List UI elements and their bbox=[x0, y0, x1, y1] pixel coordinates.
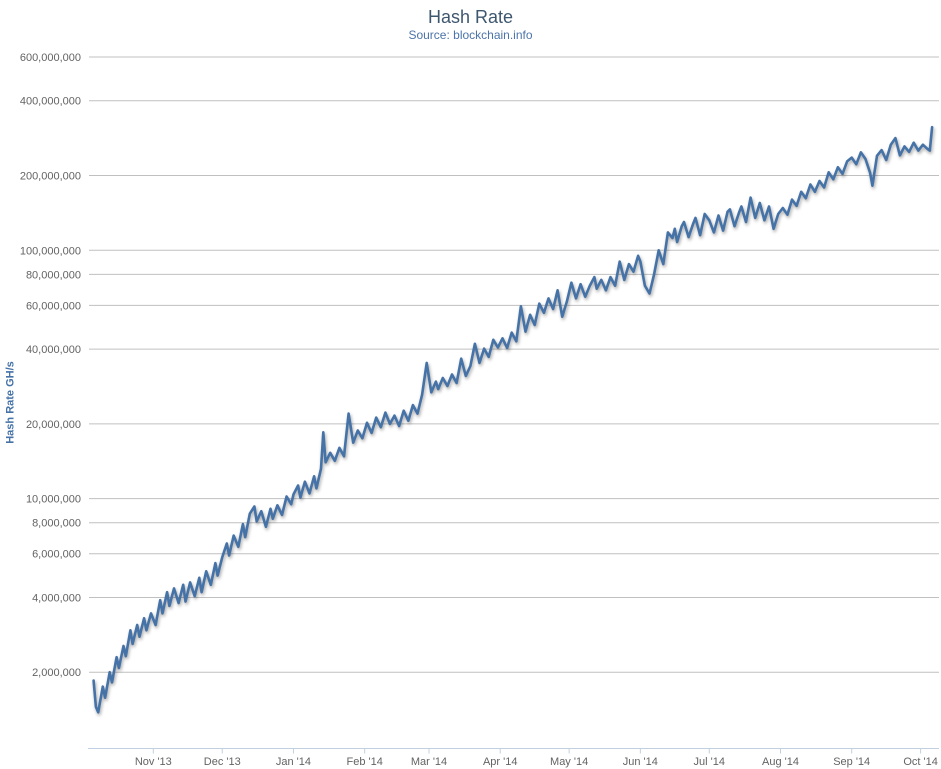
y-axis-tick-label: 200,000,000 bbox=[20, 171, 81, 183]
y-axis-tick-label: 4,000,000 bbox=[32, 592, 81, 604]
hash-rate-series-line[interactable] bbox=[92, 125, 934, 714]
y-axis-tick-label: 400,000,000 bbox=[20, 96, 81, 108]
y-axis-tick-label: 10,000,000 bbox=[26, 494, 81, 506]
x-axis-tick-label: Dec '13 bbox=[204, 756, 241, 768]
y-axis-tick-label: 20,000,000 bbox=[26, 419, 81, 431]
x-axis-tick-label: Sep '14 bbox=[833, 756, 870, 768]
y-axis-tick-label: 8,000,000 bbox=[32, 518, 81, 530]
x-axis-tick-label: Mar '14 bbox=[411, 756, 447, 768]
x-axis-tick-label: May '14 bbox=[550, 756, 588, 768]
chart-subtitle-source-link[interactable]: Source: blockchain.info bbox=[408, 28, 533, 42]
y-axis-tick-label: 80,000,000 bbox=[26, 269, 81, 281]
y-axis-tick-label: 2,000,000 bbox=[32, 667, 81, 679]
x-axis-tick-label: Feb '14 bbox=[346, 756, 382, 768]
x-axis-tick-label: Jun '14 bbox=[623, 756, 658, 768]
y-axis-title: Hash Rate GH/s bbox=[4, 361, 17, 444]
x-axis-tick-label: Oct '14 bbox=[903, 756, 938, 768]
y-axis-tick-label: 40,000,000 bbox=[26, 344, 81, 356]
y-axis-tick-label: 6,000,000 bbox=[32, 549, 81, 561]
y-axis-tick-label: 600,000,000 bbox=[20, 52, 81, 64]
x-axis-tick-label: Jul '14 bbox=[694, 756, 725, 768]
chart-title: Hash Rate bbox=[427, 7, 514, 27]
x-axis-tick-label: Aug '14 bbox=[762, 756, 799, 768]
x-axis-tick-label: Jan '14 bbox=[276, 756, 311, 768]
x-axis-tick-label: Apr '14 bbox=[483, 756, 518, 768]
y-axis-tick-label: 60,000,000 bbox=[26, 300, 81, 312]
x-axis-tick-label: Nov '13 bbox=[135, 756, 172, 768]
y-axis-tick-label: 100,000,000 bbox=[20, 245, 81, 257]
